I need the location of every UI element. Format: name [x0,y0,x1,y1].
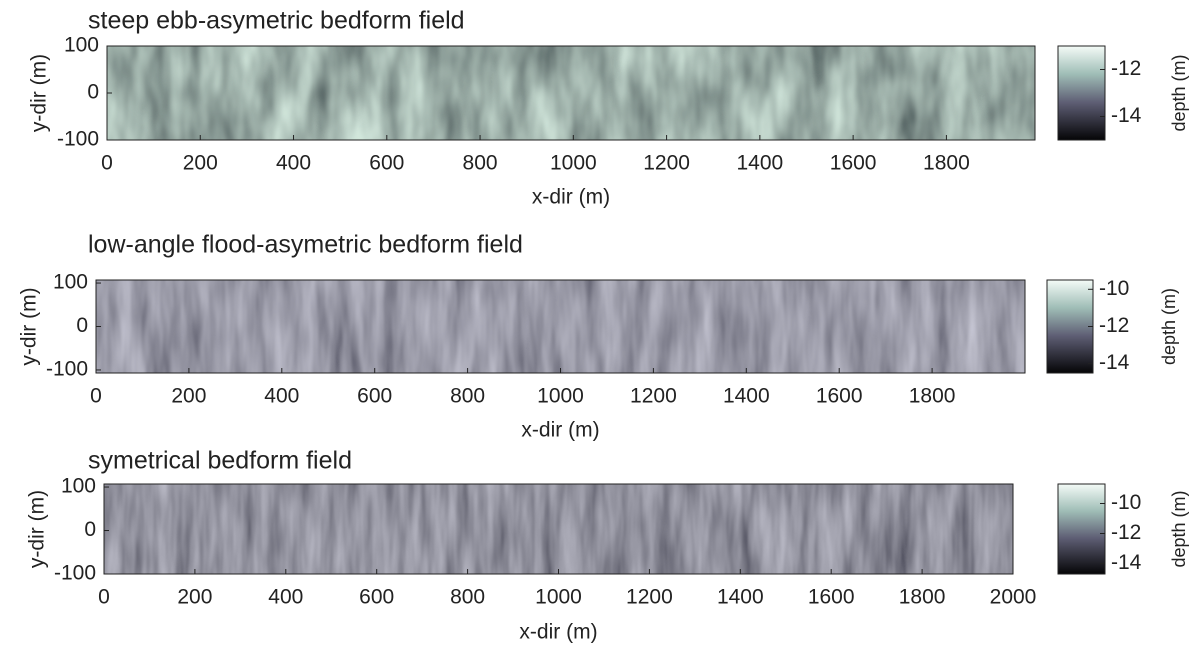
y-tick-label: -100 [54,562,96,585]
x-axis-label: x-dir (m) [521,419,599,442]
x-tick-label: 800 [463,152,498,175]
colorbar-tick-label: -12 [1111,57,1141,80]
colorbar-tick-label: -10 [1099,277,1129,300]
figure: steep ebb-asymetric bedform field 0 200 400… [0,0,1200,648]
x-tick-label: 1200 [626,586,673,609]
colorbar-tick-label: -12 [1111,521,1141,544]
x-tick-label: 1800 [899,586,946,609]
colorbar-label: depth (m) [1169,54,1189,131]
colorbar-tick-label: -14 [1099,351,1130,374]
chart-title: symetrical bedform field [88,447,352,475]
bathymetry-image [104,484,1013,574]
colorbar-tick-label: -12 [1099,314,1129,337]
chart-title: low-angle flood-asymetric bedform field [88,231,523,259]
y-tick-label: -100 [57,128,99,151]
y-tick-label: -100 [46,358,88,381]
x-tick-label: 1000 [535,586,582,609]
y-tick-label: 100 [64,34,99,57]
colorbar-tick-label: -14 [1111,551,1142,574]
colorbar-label: depth (m) [1169,490,1189,567]
colorbar [1058,484,1105,574]
bathymetry-image [96,280,1025,373]
x-tick-label: 800 [450,586,485,609]
x-tick-label: 200 [183,152,218,175]
y-tick-label: 0 [76,314,88,337]
x-tick-label: 1600 [808,586,855,609]
x-tick-label: 1400 [737,152,784,175]
x-tick-label: 400 [264,385,299,408]
x-tick-label: 0 [98,586,110,609]
x-tick-label: 1600 [830,152,877,175]
y-axis-label: y-dir (m) [28,54,51,132]
x-tick-label: 1200 [630,385,677,408]
x-tick-label: 200 [171,385,206,408]
x-tick-label: 400 [268,586,303,609]
x-tick-label: 2000 [990,586,1037,609]
x-tick-label: 1400 [723,385,770,408]
x-tick-label: 200 [177,586,212,609]
x-axis-label: x-dir (m) [532,186,610,209]
x-tick-label: 0 [101,152,113,175]
x-tick-label: 400 [276,152,311,175]
x-tick-label: 1000 [550,152,597,175]
y-tick-label: 100 [53,271,88,294]
x-tick-label: 600 [359,586,394,609]
colorbar-tick-label: -14 [1111,104,1142,127]
x-axis-label: x-dir (m) [519,621,597,644]
x-tick-label: 600 [357,385,392,408]
x-tick-label: 1400 [717,586,764,609]
x-tick-label: 600 [369,152,404,175]
colorbar [1047,280,1093,373]
y-axis-label: y-dir (m) [26,490,49,568]
y-tick-label: 100 [61,475,96,498]
y-tick-label: 0 [84,518,96,541]
x-tick-label: 1000 [537,385,584,408]
colorbar [1058,46,1105,140]
x-tick-label: 1600 [816,385,863,408]
x-tick-label: 0 [90,385,102,408]
y-axis-label: y-dir (m) [18,287,41,365]
y-tick-label: 0 [87,81,99,104]
x-tick-label: 1800 [923,152,970,175]
chart-title: steep ebb-asymetric bedform field [88,7,465,35]
x-tick-label: 1200 [643,152,690,175]
bathymetry-image [107,46,1035,140]
x-tick-label: 1800 [909,385,956,408]
colorbar-tick-label: -10 [1111,491,1141,514]
x-tick-label: 800 [450,385,485,408]
colorbar-label: depth (m) [1159,288,1179,365]
